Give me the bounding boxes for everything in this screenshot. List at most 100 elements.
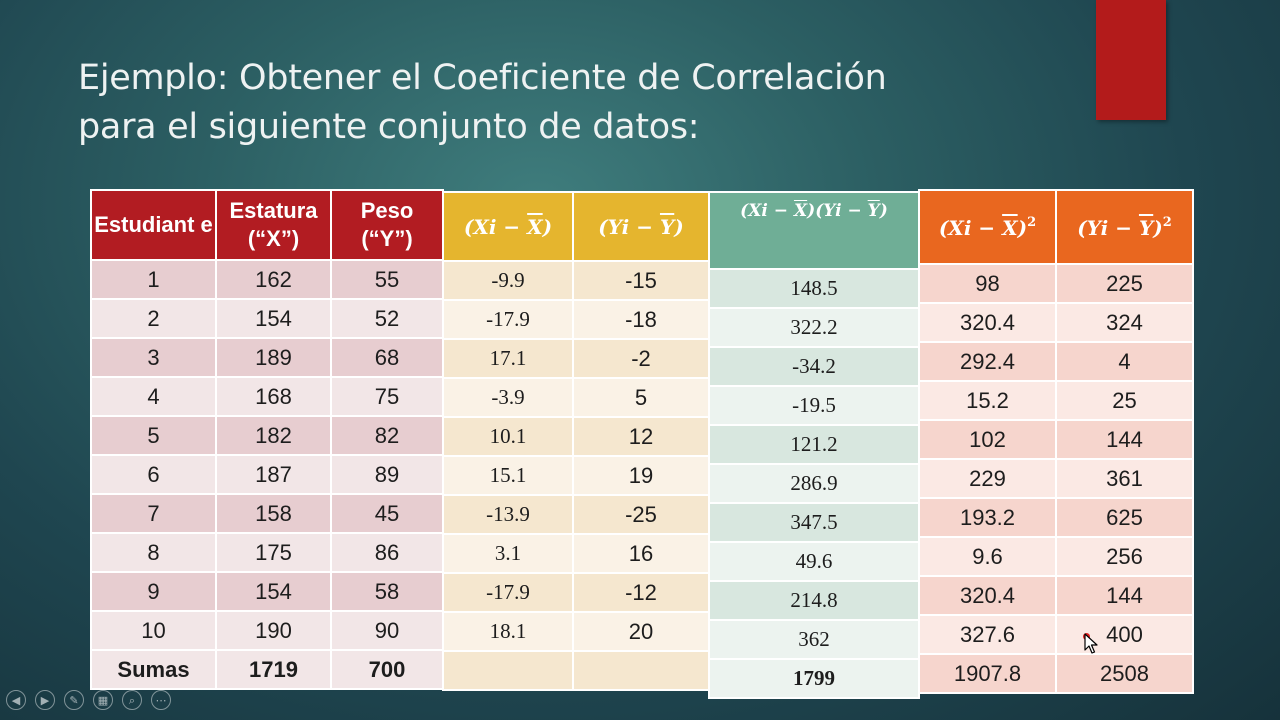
sum-label: Sumas (90, 649, 217, 690)
cell-xi-dev: 17.1 (442, 338, 574, 379)
table-row: 3.1 16 (442, 533, 710, 574)
table-row: 1 162 55 (90, 259, 444, 300)
pen-icon[interactable]: ✎ (64, 690, 84, 710)
table-row: 8 175 86 (90, 532, 444, 573)
table-row: -17.9 -18 (442, 299, 710, 340)
cell-peso: 75 (330, 376, 444, 417)
cell-estatura: 182 (215, 415, 332, 456)
cell-estatura: 154 (215, 571, 332, 612)
cell-xi-squared: 292.4 (918, 341, 1057, 382)
cell-peso: 45 (330, 493, 444, 534)
cell-xi-squared: 327.6 (918, 614, 1057, 655)
cell-peso: 89 (330, 454, 444, 495)
cell-yi-dev: 16 (572, 533, 710, 574)
cell-yi-dev: 19 (572, 455, 710, 496)
header-xi-minus-xbar: (Xi − X) (442, 191, 574, 262)
cell-xi-dev: -17.9 (442, 572, 574, 613)
slide-title-line-1: Ejemplo: Obtener el Coeficiente de Corre… (78, 58, 887, 98)
cell-product: 148.5 (708, 268, 920, 309)
mouse-cursor-icon (1084, 633, 1098, 654)
slide-title: Ejemplo: Obtener el Coeficiente de Corre… (78, 54, 887, 152)
cell-xi-squared: 320.4 (918, 302, 1057, 343)
cell-estatura: 154 (215, 298, 332, 339)
cell-estudiante: 2 (90, 298, 217, 339)
cell-xi-dev: -3.9 (442, 377, 574, 418)
cell-product: -34.2 (708, 346, 920, 387)
cell-estudiante: 6 (90, 454, 217, 495)
table-row: 18.1 20 (442, 611, 710, 652)
cell-xi-squared: 193.2 (918, 497, 1057, 538)
cell-xi-dev: 15.1 (442, 455, 574, 496)
cell-xi-dev: -17.9 (442, 299, 574, 340)
next-icon[interactable]: ▶ (35, 690, 55, 710)
cell-peso: 55 (330, 259, 444, 300)
cell-estudiante: 9 (90, 571, 217, 612)
cell-yi-dev: 5 (572, 377, 710, 418)
empty-cell (442, 650, 574, 691)
table-row: 3 189 68 (90, 337, 444, 378)
table-row: -3.9 5 (442, 377, 710, 418)
cell-yi-squared: 144 (1055, 575, 1194, 616)
more-icon[interactable]: ⋯ (151, 690, 171, 710)
slide-title-line-2: para el siguiente conjunto de datos: (78, 107, 700, 147)
cell-xi-dev: 10.1 (442, 416, 574, 457)
table-row: 15.2 25 (918, 380, 1194, 421)
table-row: 320.4 324 (918, 302, 1194, 343)
table-row: 292.4 4 (918, 341, 1194, 382)
decorative-red-tab (1096, 0, 1166, 120)
table-row: 322.2 (708, 307, 920, 348)
table-row: 2 154 52 (90, 298, 444, 339)
cell-xi-dev: 3.1 (442, 533, 574, 574)
cell-estatura: 168 (215, 376, 332, 417)
sum-yi-squared: 2508 (1055, 653, 1194, 694)
cell-yi-squared: 144 (1055, 419, 1194, 460)
table-row: 102 144 (918, 419, 1194, 460)
cell-peso: 90 (330, 610, 444, 651)
table-row: 6 187 89 (90, 454, 444, 495)
table-row: 10 190 90 (90, 610, 444, 651)
squared-table: (Xi − X)2 (Yi − Y)2 98 225 320.4 324 292.4 4 1… (918, 189, 1194, 694)
cell-estatura: 162 (215, 259, 332, 300)
sum-row: 1907.8 2508 (918, 653, 1194, 694)
prev-icon[interactable]: ◀ (6, 690, 26, 710)
cell-product: 214.8 (708, 580, 920, 621)
cell-yi-squared: 25 (1055, 380, 1194, 421)
cell-yi-dev: -25 (572, 494, 710, 535)
header-xi-squared: (Xi − X)2 (918, 189, 1057, 265)
cell-yi-squared: 400 (1055, 614, 1194, 655)
cell-estudiante: 3 (90, 337, 217, 378)
table-row: 347.5 (708, 502, 920, 543)
cell-xi-squared: 98 (918, 263, 1057, 304)
cell-yi-squared: 225 (1055, 263, 1194, 304)
cell-estudiante: 7 (90, 493, 217, 534)
cell-peso: 82 (330, 415, 444, 456)
table-row: 7 158 45 (90, 493, 444, 534)
cell-estatura: 189 (215, 337, 332, 378)
table-row: -34.2 (708, 346, 920, 387)
cell-xi-squared: 15.2 (918, 380, 1057, 421)
product-table: (Xi − X)(Yi − Y) 148.5 322.2 -34.2 -19.5 121… (708, 191, 920, 699)
cell-estatura: 190 (215, 610, 332, 651)
cell-estudiante: 8 (90, 532, 217, 573)
sum-peso: 700 (330, 649, 444, 690)
cell-yi-dev: -18 (572, 299, 710, 340)
slides-icon[interactable]: ▦ (93, 690, 113, 710)
cell-yi-squared: 4 (1055, 341, 1194, 382)
slideshow-toolbar: ◀ ▶ ✎ ▦ ⌕ ⋯ (6, 690, 171, 710)
cell-estatura: 187 (215, 454, 332, 495)
cell-estudiante: 4 (90, 376, 217, 417)
cell-estatura: 158 (215, 493, 332, 534)
header-yi-minus-ybar: (Yi − Y) (572, 191, 710, 262)
zoom-icon[interactable]: ⌕ (122, 690, 142, 710)
cell-estudiante: 10 (90, 610, 217, 651)
table-row: 327.6 400 (918, 614, 1194, 655)
table-row: -17.9 -12 (442, 572, 710, 613)
cell-product: 322.2 (708, 307, 920, 348)
table-row: 286.9 (708, 463, 920, 504)
table-row: 17.1 -2 (442, 338, 710, 379)
table-row: -19.5 (708, 385, 920, 426)
table-row: 229 361 (918, 458, 1194, 499)
cell-product: 347.5 (708, 502, 920, 543)
cell-xi-squared: 229 (918, 458, 1057, 499)
